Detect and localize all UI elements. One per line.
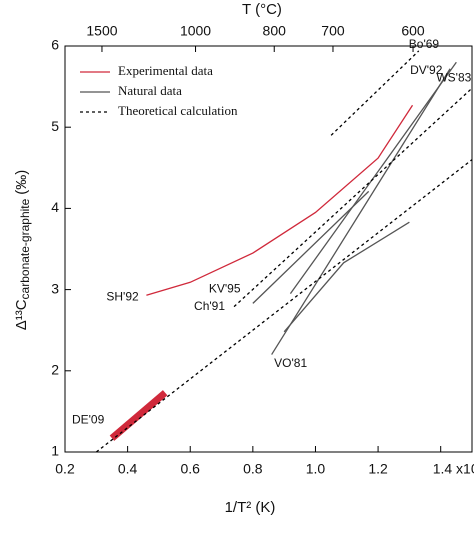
x-tick-label: 1.4 x10⁻⁶: [433, 461, 474, 477]
y-title-unit: (‰): [13, 170, 30, 195]
x-tick-label: 0.8: [243, 461, 263, 477]
y-title-main: Δ¹³C: [13, 299, 30, 330]
series-line: [330, 50, 420, 136]
y-axis-title: Δ¹³Ccarbonate-graphite (‰): [13, 170, 32, 331]
x-axis-title: 1/T² (K): [225, 499, 276, 516]
x2-tick-label: 1000: [180, 23, 211, 39]
legend-label: Experimental data: [118, 63, 213, 78]
line-label: DV'92: [410, 63, 443, 77]
y-tick-label: 1: [51, 443, 59, 459]
x2-tick-label: 800: [263, 23, 287, 39]
legend-label: Natural data: [118, 83, 182, 98]
series-line: [146, 104, 414, 296]
y-title-sub: carbonate-graphite: [18, 198, 32, 299]
y-tick-label: 3: [51, 280, 59, 296]
y-tick-label: 6: [51, 37, 59, 53]
line-label: Bo'69: [409, 37, 440, 51]
line-label: Ch'91: [194, 299, 225, 313]
line-label: DE'09: [72, 412, 105, 426]
series-line: [233, 87, 473, 308]
x-tick-label: 0.2: [55, 461, 75, 477]
series-line: [283, 221, 410, 333]
top-axis-title: T (°C): [242, 1, 282, 18]
line-label: WS'83: [436, 70, 471, 84]
x-tick-label: 1.0: [306, 461, 326, 477]
series-line: [289, 61, 457, 295]
x-tick-label: 1.2: [368, 461, 388, 477]
series-line: [95, 159, 473, 453]
x2-tick-label: 700: [321, 23, 345, 39]
y-tick-label: 5: [51, 118, 59, 134]
line-label: SH'92: [106, 289, 139, 303]
y-tick-label: 4: [51, 199, 59, 215]
x-tick-label: 0.4: [118, 461, 138, 477]
series-line: [252, 190, 370, 304]
legend-label: Theoretical calculation: [118, 103, 238, 118]
series-line: [271, 68, 451, 355]
x-tick-label: 0.6: [180, 461, 200, 477]
x2-tick-label: 600: [401, 23, 425, 39]
x2-tick-label: 1500: [86, 23, 117, 39]
y-tick-label: 2: [51, 362, 59, 378]
line-label: VO'81: [274, 356, 307, 370]
line-label: KV'95: [209, 282, 241, 296]
plot-frame: [64, 45, 473, 453]
series-line: [109, 390, 168, 441]
